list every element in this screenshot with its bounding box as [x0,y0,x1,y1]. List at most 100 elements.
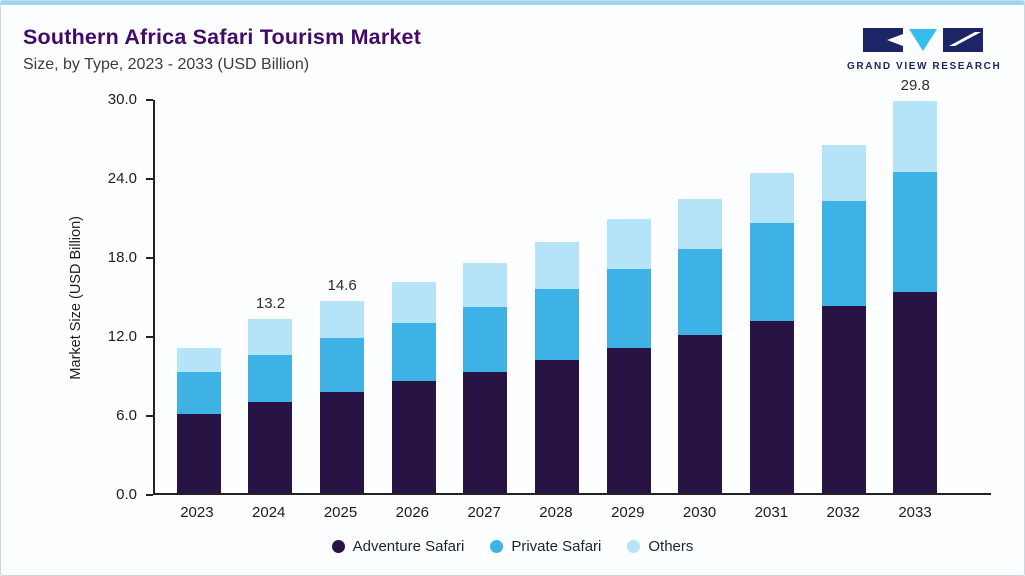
bar-column-2033: 29.8 [879,77,951,493]
y-tick-mark [146,494,153,496]
x-axis-label: 2026 [395,504,430,521]
bar-segment [821,145,866,201]
bar-column-2027 [450,100,522,493]
y-tick-mark [146,336,153,338]
bar-segment [749,320,794,493]
legend-item: Adventure Safari [331,538,465,555]
bar-segment [248,319,293,355]
bar-stack-2026 [391,282,436,493]
x-axis-label: 2028 [539,504,573,521]
header: Southern Africa Safari Tourism Market Si… [23,25,421,74]
bar-segment [248,402,293,493]
bar-stack-2025 [320,300,365,493]
bar-segment [893,291,938,493]
x-axis-label: 2024 [252,504,286,521]
y-tick-mark [146,415,153,417]
bar-column-2024: 13.2 [235,100,307,493]
x-axis-label: 2029 [611,504,645,521]
bar-segment [320,337,365,392]
bars: 13.2 14.6 29.8 [163,77,951,493]
bar-segment [678,249,723,335]
bar-segment [391,323,436,382]
bar-column-2028 [521,100,593,493]
bar-segment [678,335,723,493]
bar-stack-2027 [463,262,508,493]
legend-swatch [627,540,641,553]
y-tick-label: 18.0 [107,249,137,266]
y-tick-label: 6.0 [116,407,137,424]
bar-segment [391,381,436,493]
bar-segment [463,307,508,372]
x-axis-label: 2030 [682,504,717,521]
legend-swatch [490,540,504,553]
bar-column-2026 [378,100,450,493]
y-axis-ticks: 0.0 6.0 12.0 18.0 24.0 30.0 [1,91,153,503]
brand-logo-icon [863,28,983,52]
bar-stack-2030 [678,199,723,493]
bar-stack-2029 [606,219,651,493]
page-subtitle: Size, by Type, 2023 - 2033 (USD Billion) [23,56,310,73]
bar-stack-2033 [893,100,938,493]
bar-column-2031 [736,100,808,493]
bar-stack-2028 [535,241,580,493]
y-tick-mark [146,99,153,101]
bar-column-2030 [664,100,736,493]
bar-segment [821,200,866,306]
bar-segment [463,262,508,308]
bar-segment [535,241,580,289]
bar-segment [606,219,651,270]
bar-stack-2031 [749,173,794,493]
legend-item: Others [627,538,693,555]
bar-segment [535,288,580,360]
legend-label: Private Safari [511,538,602,555]
bar-segment [893,171,938,292]
x-axis-label: 2033 [898,504,932,521]
x-axis-labels: 2023 2024 2025 2026 2027 2028 2029 2030 2031 2032… [161,504,951,521]
legend-label: Adventure Safari [352,538,465,555]
bar-total-label: 13.2 [255,295,286,313]
top-accent-bar [1,1,1024,5]
brand-logo-text: GRAND VIEW RESEARCH [847,61,1002,72]
bar-segment [248,354,293,403]
y-tick-label: 12.0 [107,328,137,345]
x-axis-label: 2032 [826,504,860,521]
x-axis-label: 2023 [180,504,214,521]
bar-segment [749,173,794,224]
bar-segment [176,348,221,372]
bar-segment [821,306,866,493]
bar-segment [176,414,221,493]
bar-segment [893,100,938,172]
bar-segment [749,223,794,321]
bar-segment [606,269,651,349]
bar-segment [678,199,723,250]
bar-stack-2023 [176,348,221,493]
y-tick-label: 24.0 [107,170,137,187]
y-tick-label: 30.0 [107,91,137,108]
bar-segment [463,371,508,493]
legend-item: Private Safari [490,538,601,555]
x-axis-label: 2025 [323,504,358,521]
bar-segment [535,360,580,493]
y-tick-label: 0.0 [116,486,137,503]
bar-segment [176,371,221,414]
bar-segment [606,348,651,493]
bar-column-2023 [163,100,235,493]
bar-total-label: 14.6 [327,276,357,294]
legend: Adventure Safari Private Safari Others [1,538,1024,555]
bar-segment [320,391,365,493]
bar-segment [391,282,436,324]
legend-swatch [331,540,345,553]
page-title: Southern Africa Safari Tourism Market [23,25,422,49]
bar-column-2025: 14.6 [306,100,378,493]
brand-logo: GRAND VIEW RESEARCH [847,27,1002,72]
bar-column-2029 [593,100,665,493]
legend-label: Others [648,538,694,555]
bar-segment [320,300,365,338]
x-axis-label: 2027 [467,504,501,521]
x-axis-label: 2031 [754,504,789,521]
bar-column-2032 [808,100,880,493]
plot-area: 13.2 14.6 29.8 [153,77,991,495]
y-tick-mark [146,178,153,180]
bar-stack-2032 [821,145,866,493]
